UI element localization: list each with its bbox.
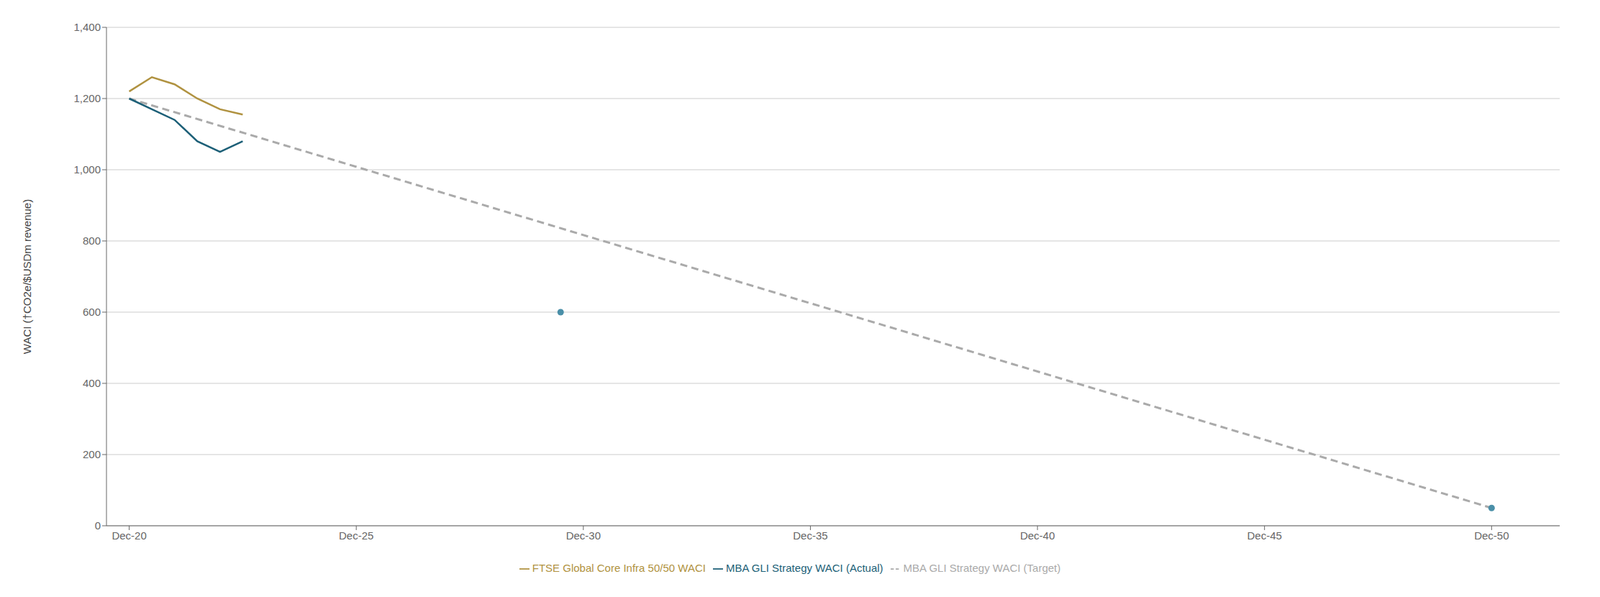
svg-text:1,200: 1,200	[73, 92, 101, 105]
svg-text:400: 400	[82, 376, 101, 390]
svg-text:1,400: 1,400	[73, 20, 101, 34]
svg-text:WACI (†CO2e/$USDm revenue): WACI (†CO2e/$USDm revenue)	[20, 199, 34, 354]
svg-text:Dec-50: Dec-50	[1474, 529, 1509, 542]
svg-text:Dec-30: Dec-30	[566, 529, 601, 542]
svg-text:800: 800	[82, 234, 101, 247]
html-text:MBA GLI Strategy WACI (Actual): MBA GLI Strategy WACI (Actual)	[725, 561, 884, 575]
svg-text:Dec-25: Dec-25	[338, 529, 374, 542]
svg-text:Dec-35: Dec-35	[792, 529, 828, 542]
svg-text:Dec-20: Dec-20	[111, 529, 147, 542]
html-text:MBA GLI Strategy WACI (Target): MBA GLI Strategy WACI (Target)	[903, 561, 1061, 575]
svg-text:200: 200	[82, 448, 101, 461]
html-text:FTSE Global Core Infra 50/50 W: FTSE Global Core Infra 50/50 WACI	[532, 561, 706, 575]
svg-text:0: 0	[94, 519, 101, 532]
svg-text:1,000: 1,000	[73, 163, 101, 176]
svg-text:600: 600	[82, 305, 101, 318]
svg-text:Dec-45: Dec-45	[1247, 529, 1283, 542]
svg-text:Dec-40: Dec-40	[1020, 529, 1055, 542]
